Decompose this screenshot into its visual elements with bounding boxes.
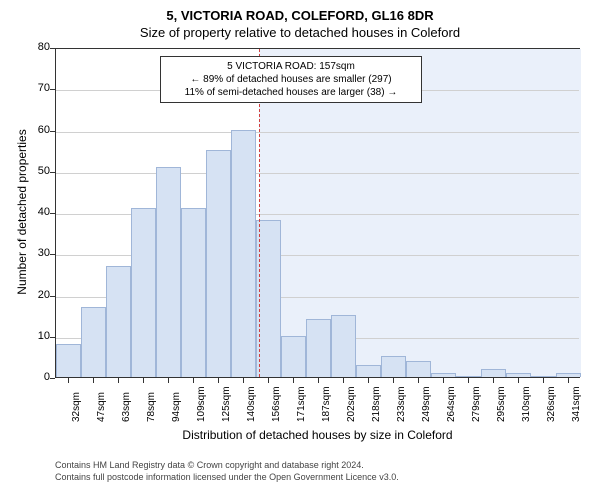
histogram-bar [256, 220, 281, 377]
y-tick-label: 70 [20, 82, 50, 94]
x-tick-mark [468, 378, 469, 383]
histogram-bar [556, 373, 581, 377]
histogram-bar [206, 150, 231, 377]
attribution-text: Contains HM Land Registry data © Crown c… [55, 460, 399, 483]
x-tick-mark [543, 378, 544, 383]
x-tick-mark [518, 378, 519, 383]
gridline [56, 132, 579, 133]
x-tick-mark [568, 378, 569, 383]
chart-title-main: 5, VICTORIA ROAD, COLEFORD, GL16 8DR [0, 0, 600, 23]
x-tick-mark [318, 378, 319, 383]
x-tick-mark [293, 378, 294, 383]
y-tick-mark [50, 48, 55, 49]
histogram-bar [56, 344, 81, 377]
x-tick-label: 279sqm [471, 386, 482, 422]
y-tick-mark [50, 131, 55, 132]
y-tick-mark [50, 172, 55, 173]
x-tick-mark [443, 378, 444, 383]
x-tick-mark [243, 378, 244, 383]
histogram-bar [281, 336, 306, 377]
x-tick-label: 94sqm [171, 392, 182, 422]
y-tick-mark [50, 337, 55, 338]
histogram-bar [131, 208, 156, 377]
y-tick-label: 50 [20, 165, 50, 177]
y-tick-mark [50, 213, 55, 214]
x-tick-mark [268, 378, 269, 383]
y-tick-label: 40 [20, 206, 50, 218]
gridline [56, 173, 579, 174]
x-tick-label: 202sqm [346, 386, 357, 422]
x-tick-label: 78sqm [146, 392, 157, 422]
annotation-line: 5 VICTORIA ROAD: 157sqm [167, 60, 415, 73]
x-tick-mark [343, 378, 344, 383]
x-tick-mark [143, 378, 144, 383]
y-tick-label: 30 [20, 247, 50, 259]
histogram-bar [431, 373, 456, 377]
x-tick-mark [218, 378, 219, 383]
histogram-bar [381, 356, 406, 377]
y-tick-mark [50, 378, 55, 379]
y-tick-mark [50, 254, 55, 255]
x-tick-label: 187sqm [321, 386, 332, 422]
histogram-bar [231, 130, 256, 378]
y-tick-label: 20 [20, 289, 50, 301]
x-axis-label: Distribution of detached houses by size … [55, 428, 580, 442]
x-tick-mark [493, 378, 494, 383]
histogram-bar [531, 376, 556, 377]
x-tick-label: 109sqm [196, 386, 207, 422]
y-tick-label: 10 [20, 330, 50, 342]
annotation-line: 11% of semi-detached houses are larger (… [167, 86, 415, 99]
histogram-bar [106, 266, 131, 377]
y-tick-label: 80 [20, 41, 50, 53]
histogram-bar [306, 319, 331, 377]
y-tick-label: 60 [20, 124, 50, 136]
x-tick-mark [68, 378, 69, 383]
x-tick-label: 233sqm [396, 386, 407, 422]
annotation-box: 5 VICTORIA ROAD: 157sqm← 89% of detached… [160, 56, 422, 103]
x-tick-label: 249sqm [421, 386, 432, 422]
x-tick-label: 47sqm [96, 392, 107, 422]
annotation-line: ← 89% of detached houses are smaller (29… [167, 73, 415, 86]
x-tick-label: 295sqm [496, 386, 507, 422]
x-tick-label: 171sqm [296, 386, 307, 422]
histogram-bar [456, 376, 481, 377]
y-tick-label: 0 [20, 371, 50, 383]
x-tick-mark [93, 378, 94, 383]
histogram-bar [331, 315, 356, 377]
x-tick-mark [393, 378, 394, 383]
x-tick-label: 156sqm [271, 386, 282, 422]
x-tick-mark [418, 378, 419, 383]
x-tick-mark [368, 378, 369, 383]
x-tick-mark [118, 378, 119, 383]
histogram-bar [181, 208, 206, 377]
histogram-bar [406, 361, 431, 378]
x-tick-label: 264sqm [446, 386, 457, 422]
x-tick-label: 341sqm [571, 386, 582, 422]
histogram-bar [481, 369, 506, 377]
histogram-bar [356, 365, 381, 377]
x-tick-mark [193, 378, 194, 383]
attribution-line: Contains HM Land Registry data © Crown c… [55, 460, 399, 472]
x-tick-label: 32sqm [71, 392, 82, 422]
y-tick-mark [50, 89, 55, 90]
attribution-line: Contains full postcode information licen… [55, 472, 399, 484]
chart-title-sub: Size of property relative to detached ho… [0, 23, 600, 40]
x-tick-label: 310sqm [521, 386, 532, 422]
x-tick-label: 326sqm [546, 386, 557, 422]
x-tick-mark [168, 378, 169, 383]
histogram-bar [81, 307, 106, 377]
x-tick-label: 63sqm [121, 392, 132, 422]
x-tick-label: 218sqm [371, 386, 382, 422]
x-tick-label: 125sqm [221, 386, 232, 422]
histogram-bar [506, 373, 531, 377]
histogram-bar [156, 167, 181, 377]
histogram-chart: 5, VICTORIA ROAD, COLEFORD, GL16 8DR Siz… [0, 0, 600, 500]
x-tick-label: 140sqm [246, 386, 257, 422]
y-tick-mark [50, 296, 55, 297]
